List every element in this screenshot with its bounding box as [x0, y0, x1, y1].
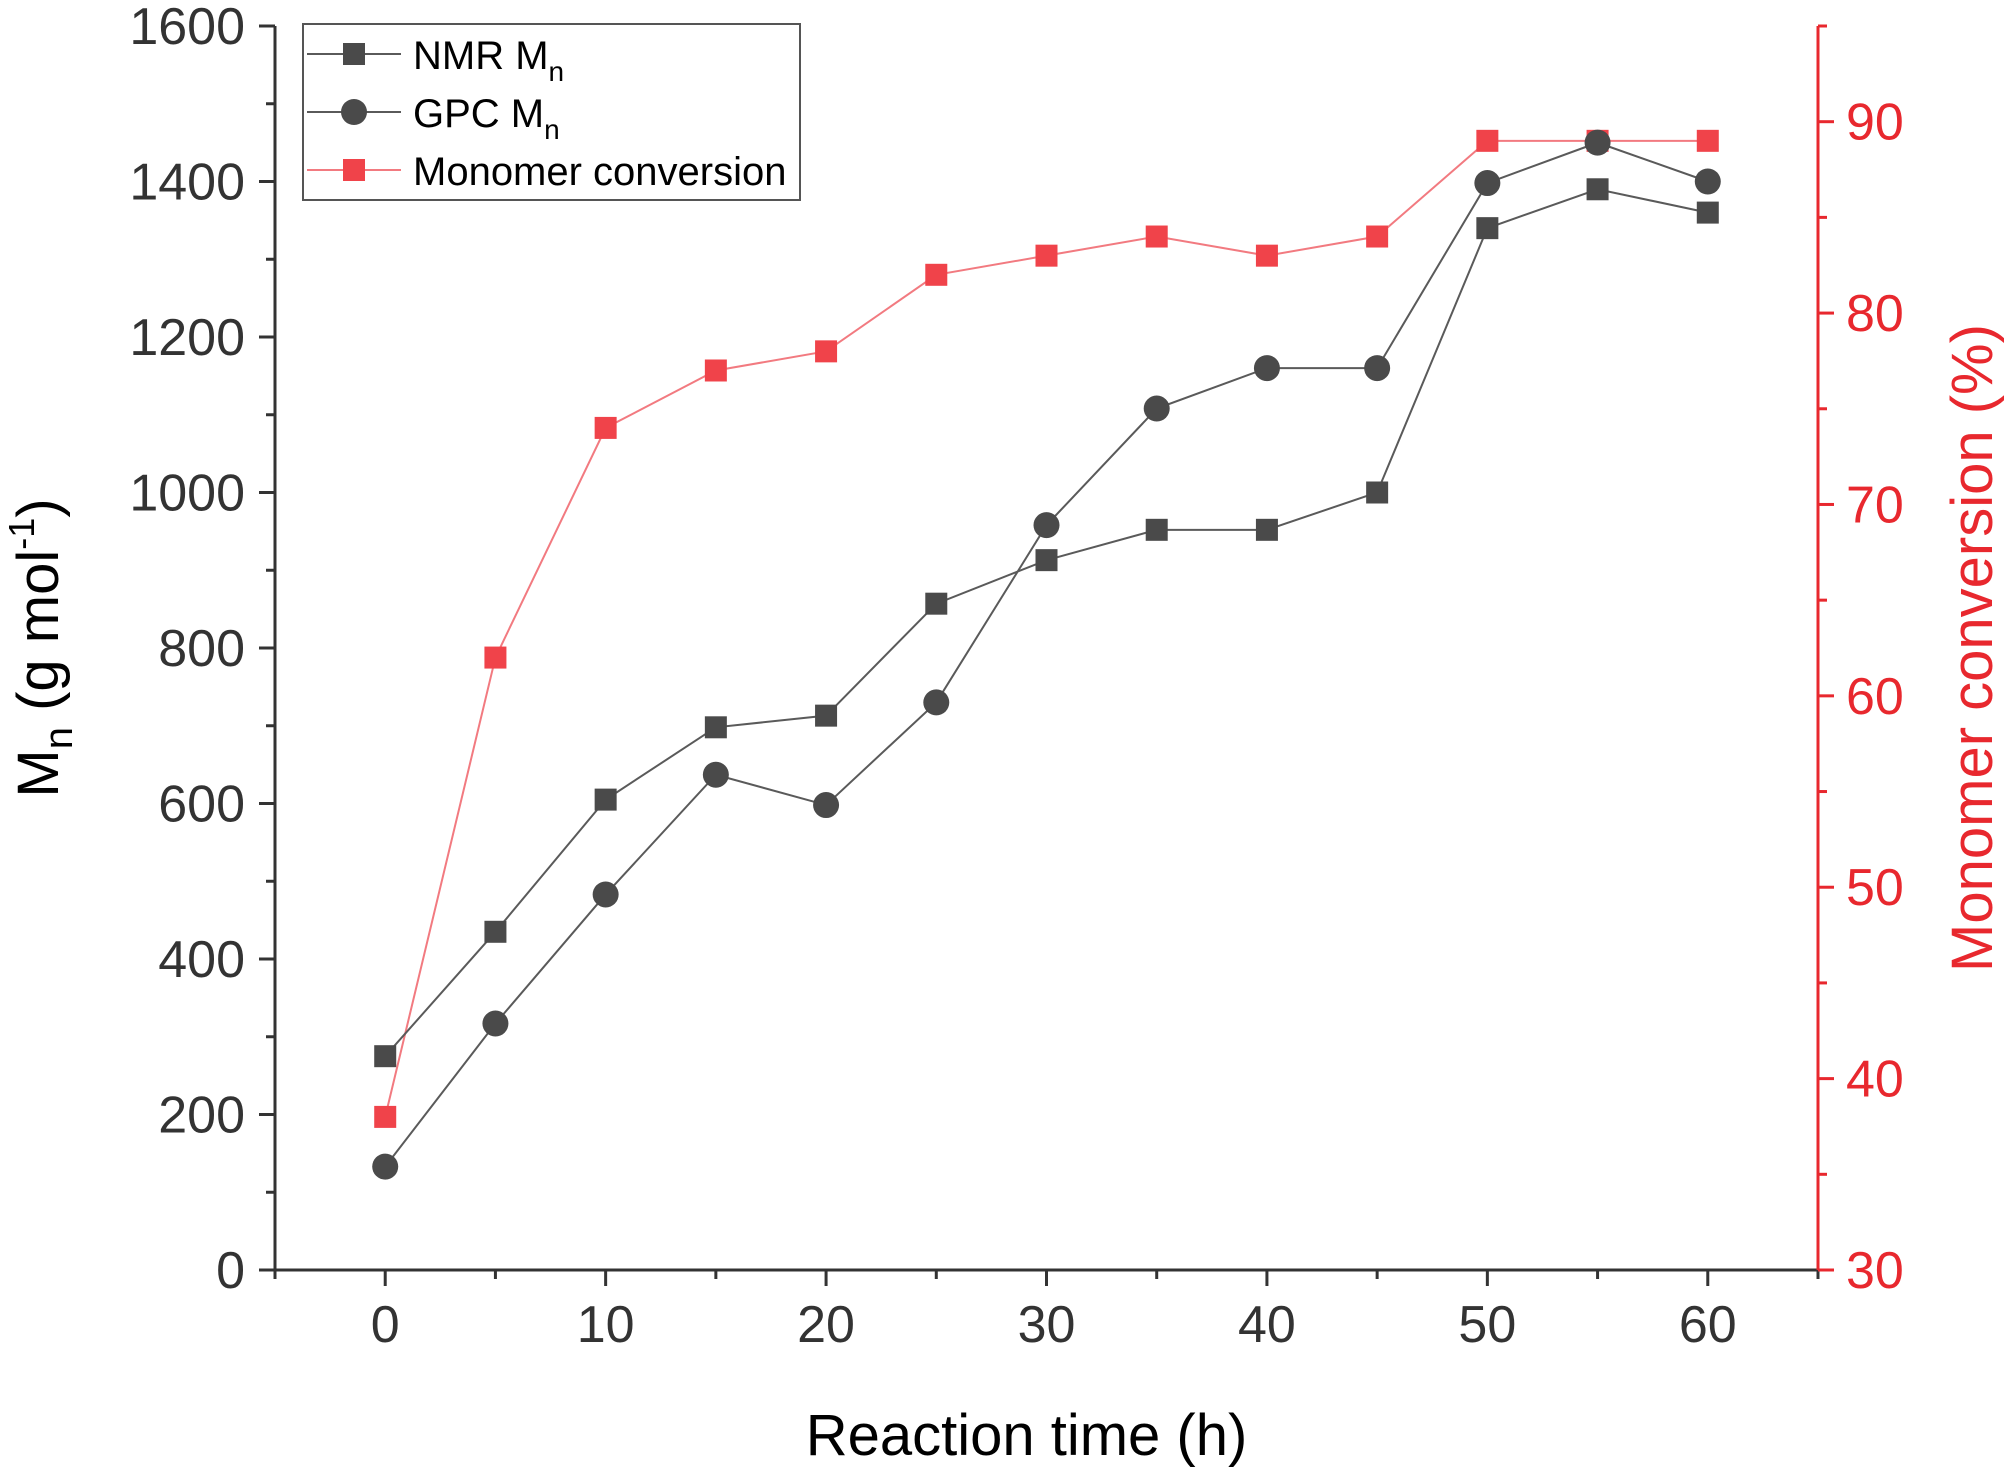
data-point [1474, 170, 1501, 197]
data-point [594, 788, 617, 811]
data-point [592, 881, 619, 908]
data-point [343, 159, 365, 181]
y-right-tick-label: 40 [1846, 1051, 1904, 1109]
y-left-tick-label: 200 [158, 1087, 245, 1145]
data-point [704, 716, 727, 739]
data-point [484, 646, 507, 669]
data-point [925, 263, 948, 286]
y-right-tick-label: 70 [1846, 476, 1904, 534]
y-left-tick-label: 1000 [129, 465, 245, 523]
data-point [374, 1045, 397, 1068]
data-point [1696, 129, 1719, 152]
data-point [1586, 178, 1609, 201]
data-point [484, 920, 507, 943]
data-point [1035, 549, 1058, 572]
data-point [704, 359, 727, 382]
data-point [1255, 518, 1278, 541]
y-axis-left-title: Mn (g mol-1) [1, 498, 81, 797]
x-tick-label: 40 [1238, 1296, 1296, 1354]
data-point [1476, 129, 1499, 152]
data-point [1255, 244, 1278, 267]
series-layer [372, 129, 1721, 1180]
y-left-tick-label: 800 [158, 620, 245, 678]
y-axis-right-title: Monomer conversion (%) [1940, 324, 2005, 972]
y-left-tick-label: 1600 [129, 0, 245, 56]
series-nmr-m [374, 178, 1719, 1068]
data-point [1694, 168, 1721, 195]
series-gpc-m [372, 129, 1721, 1180]
y-right-tick-label: 30 [1846, 1242, 1904, 1300]
legend-label: Monomer conversion [413, 150, 787, 194]
legend-label: NMR Mn [413, 34, 564, 87]
x-tick-label: 60 [1679, 1296, 1737, 1354]
data-point [594, 416, 617, 439]
data-point [1364, 355, 1391, 382]
data-point [1035, 244, 1058, 267]
y-left-tick-label: 1400 [129, 154, 245, 212]
data-point [923, 689, 950, 716]
y-left-tick-label: 1200 [129, 309, 245, 367]
data-point [1143, 395, 1170, 422]
x-tick-label: 20 [797, 1296, 855, 1354]
data-point [372, 1153, 399, 1180]
data-point [1696, 201, 1719, 224]
y-left-tick-label: 0 [216, 1242, 245, 1300]
y-left-tick-label: 600 [158, 776, 245, 834]
series-line [384, 188, 1708, 1057]
x-axis-title: Reaction time (h) [806, 1403, 1248, 1468]
x-tick-label: 0 [371, 1296, 400, 1354]
data-point [925, 592, 948, 615]
data-point [1476, 217, 1499, 240]
x-tick-label: 50 [1458, 1296, 1516, 1354]
y-right-tick-label: 60 [1846, 668, 1904, 726]
x-tick-label: 10 [577, 1296, 635, 1354]
data-point [702, 761, 729, 788]
y-right-tick-label: 50 [1846, 859, 1904, 917]
x-tick-label: 30 [1018, 1296, 1076, 1354]
data-point [815, 340, 838, 363]
y-right-tick-label: 90 [1846, 94, 1904, 152]
series-line [384, 139, 1708, 1118]
legend-label: GPC Mn [413, 92, 560, 145]
data-point [1584, 129, 1611, 156]
data-point [813, 792, 840, 819]
data-point [343, 43, 365, 65]
data-point [374, 1105, 397, 1128]
data-point [1366, 481, 1389, 504]
y-right-tick-label: 80 [1846, 285, 1904, 343]
y-left-tick-label: 400 [158, 931, 245, 989]
data-point [482, 1010, 509, 1037]
series-line [384, 141, 1709, 1168]
data-point [1145, 225, 1168, 248]
data-point [1253, 355, 1280, 382]
series-monomer-conversion [374, 129, 1719, 1128]
data-point [341, 99, 367, 125]
data-point [815, 704, 838, 727]
data-point [1145, 518, 1168, 541]
data-point [1366, 225, 1389, 248]
data-point [1033, 512, 1060, 539]
